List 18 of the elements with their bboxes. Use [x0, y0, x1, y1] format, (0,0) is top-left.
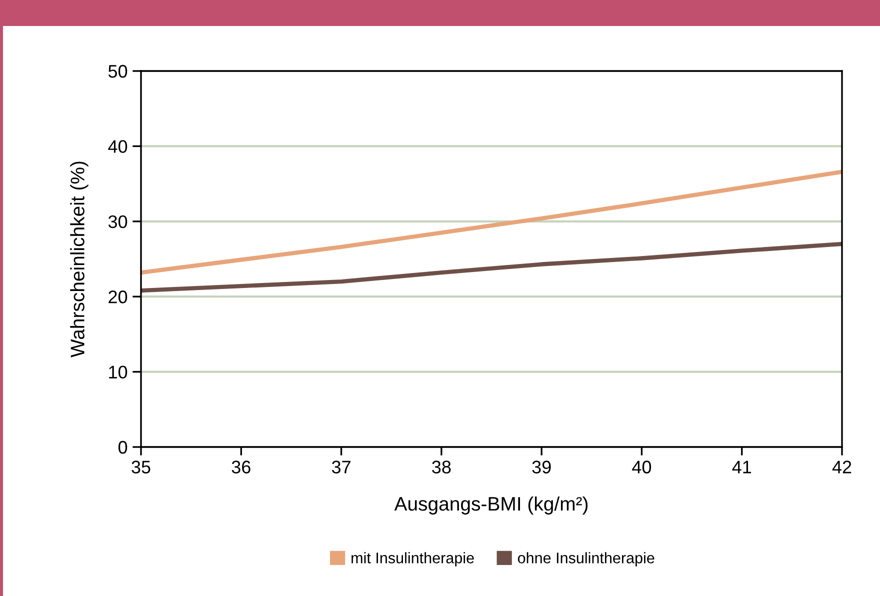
y-tick-label: 30 [108, 215, 128, 228]
y-tick-label: 0 [118, 440, 128, 454]
y-axis-title: Wahrscheinlichkeit (%) [70, 162, 88, 358]
legend-label: ohne Insulintherapie [518, 552, 654, 566]
x-tick-label: 37 [332, 460, 350, 474]
x-tick-label: 36 [232, 460, 250, 474]
y-tick-label: 10 [109, 366, 128, 379]
x-tick-label: 40 [632, 460, 652, 474]
y-tick-label: 50 [108, 64, 128, 78]
x-axis-title: Ausgangs-BMI (kg/m²) [394, 496, 588, 515]
y-tick-label: 20 [108, 290, 128, 304]
legend-label: mit Insulintherapie [352, 552, 474, 566]
x-tick-label: 35 [132, 460, 150, 474]
x-tick-label: 41 [732, 460, 752, 474]
x-tick-label: 39 [532, 460, 551, 474]
x-tick-label: 38 [432, 460, 451, 474]
y-tick-label: 40 [108, 140, 128, 153]
x-tick-label: 42 [832, 460, 852, 474]
